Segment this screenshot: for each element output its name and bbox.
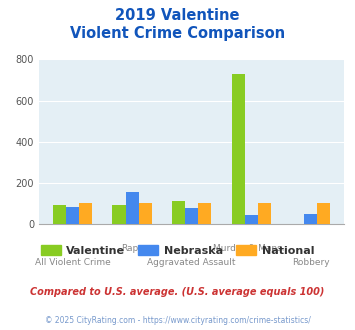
Bar [231, 75, 245, 224]
Bar [198, 203, 211, 224]
Bar [53, 205, 66, 224]
Text: Violent Crime Comparison: Violent Crime Comparison [70, 26, 285, 41]
Text: © 2025 CityRating.com - https://www.cityrating.com/crime-statistics/: © 2025 CityRating.com - https://www.city… [45, 316, 310, 325]
Text: 2019 Valentine: 2019 Valentine [115, 8, 240, 23]
Bar [185, 208, 198, 224]
Bar [317, 203, 331, 224]
Bar [79, 203, 92, 224]
Text: All Violent Crime: All Violent Crime [35, 258, 110, 267]
Bar [304, 214, 317, 224]
Bar [139, 203, 152, 224]
Text: Aggravated Assault: Aggravated Assault [147, 258, 236, 267]
Bar [172, 201, 185, 224]
Text: Compared to U.S. average. (U.S. average equals 100): Compared to U.S. average. (U.S. average … [30, 287, 325, 297]
Bar [126, 192, 139, 224]
Bar [66, 207, 79, 224]
Bar [113, 205, 126, 224]
Bar [245, 215, 258, 224]
Text: Robbery: Robbery [292, 258, 330, 267]
Legend: Valentine, Nebraska, National: Valentine, Nebraska, National [36, 241, 319, 260]
Text: Rape: Rape [121, 244, 143, 253]
Text: Murder & Mans...: Murder & Mans... [213, 244, 290, 253]
Bar [258, 203, 271, 224]
